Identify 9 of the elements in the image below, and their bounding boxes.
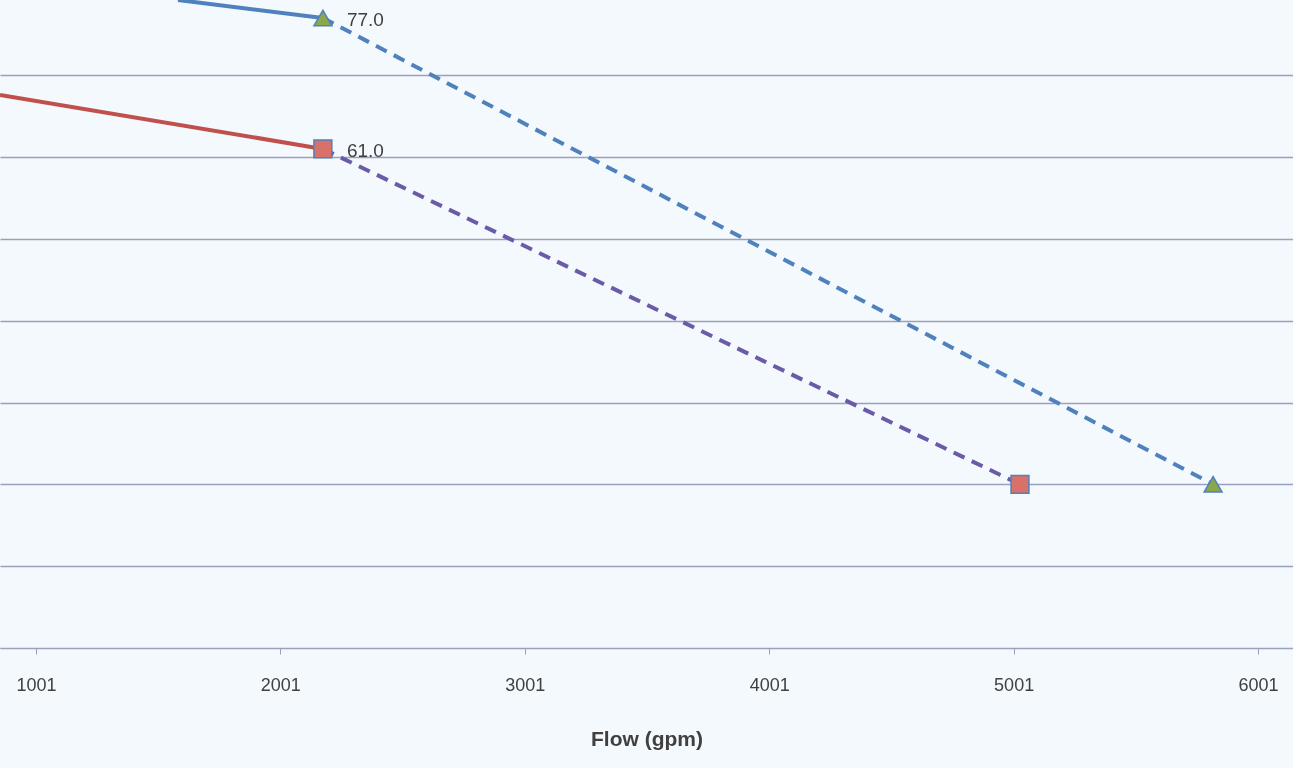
x-tick-label: 2001 [260, 674, 301, 695]
x-tick-label: 1001 [16, 674, 57, 695]
x-tick-label: 5001 [994, 674, 1035, 695]
x-tick-label: 3001 [505, 674, 546, 695]
data-label: 61.0 [346, 139, 384, 161]
data-label: 77.0 [346, 9, 384, 30]
x-tick-label: 4001 [749, 674, 790, 695]
x-axis-title: Flow (gpm) [591, 726, 703, 750]
x-tick-label: 6001 [1238, 674, 1279, 695]
